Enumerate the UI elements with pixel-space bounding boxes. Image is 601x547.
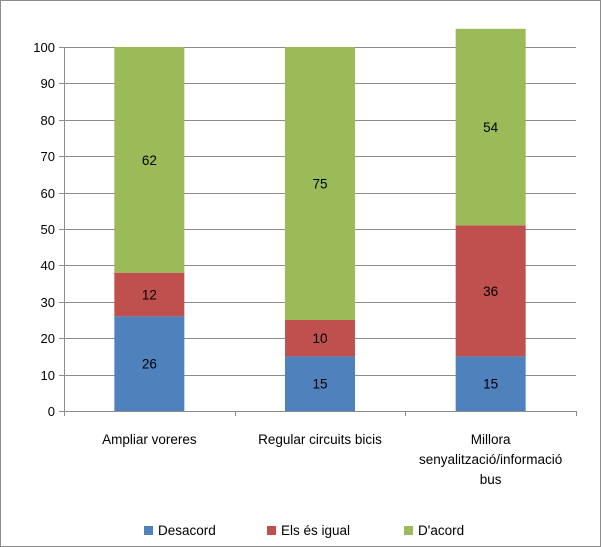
bars: 26 12 62 15 10 75 15 36 54 [114, 28, 526, 411]
legend-label: D'acord [418, 523, 464, 538]
bar-segment [455, 356, 526, 411]
legend: Desacord Els és igual D'acord [144, 523, 464, 538]
bar-segment [455, 28, 526, 226]
legend-swatch [267, 526, 276, 535]
legend-label: Desacord [158, 523, 216, 538]
bar-segment [114, 316, 185, 411]
y-tick-label: 50 [41, 222, 55, 237]
y-tick-label: 10 [41, 368, 55, 383]
y-tick-label: 100 [33, 40, 55, 55]
data-label: 12 [142, 288, 157, 303]
legend-swatch [404, 526, 413, 535]
bar-segment [285, 320, 355, 357]
data-label: 26 [142, 357, 157, 372]
data-label: 75 [312, 177, 327, 192]
y-tick-label: 70 [41, 149, 55, 164]
y-tick-label: 90 [41, 76, 55, 91]
legend-swatch [144, 526, 153, 535]
x-axis: Ampliar voreres Regular circuits bicis Mil… [64, 411, 577, 487]
y-tick-label: 30 [41, 295, 55, 310]
data-label: 62 [142, 153, 157, 168]
bar-segment [114, 272, 185, 317]
x-category-label: Regular circuits bicis [258, 432, 382, 447]
y-tick-label: 0 [48, 404, 55, 419]
bar-segment [285, 356, 355, 411]
x-category-label: senyalització/informació [419, 452, 562, 467]
y-axis: 0 10 20 30 40 50 60 70 80 90 100 [33, 40, 65, 419]
y-tick-label: 60 [41, 186, 55, 201]
x-category-label: Ampliar voreres [102, 432, 197, 447]
x-category-label: bus [480, 472, 502, 487]
bar-segment [455, 225, 526, 357]
bar-segment [114, 47, 185, 273]
data-label: 15 [483, 377, 498, 392]
y-tick-label: 20 [41, 331, 55, 346]
data-label: 36 [483, 284, 498, 299]
data-label: 15 [312, 377, 327, 392]
y-tick-label: 40 [41, 258, 55, 273]
legend-label: Els és igual [281, 523, 350, 538]
x-category-label: Millora [471, 432, 511, 447]
y-tick-label: 80 [41, 113, 55, 128]
data-label: 10 [312, 331, 327, 346]
data-label: 54 [483, 120, 499, 135]
bar-segment [285, 47, 355, 320]
